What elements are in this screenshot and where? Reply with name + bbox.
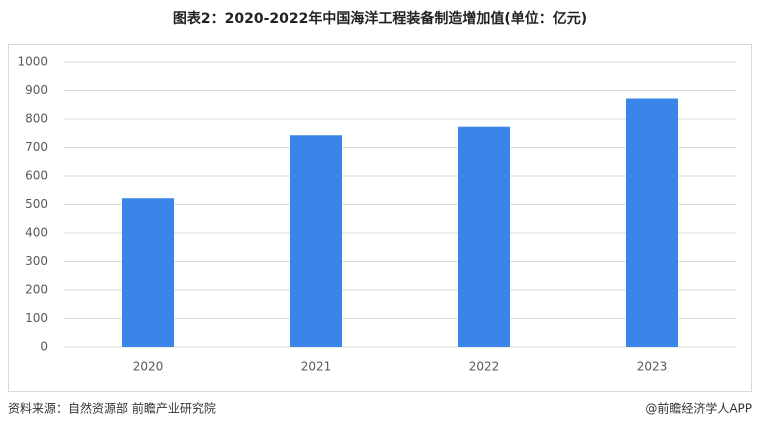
y-tick-label: 800 [25,112,48,126]
bar [122,198,174,347]
y-tick-label: 400 [25,226,48,240]
y-tick-label: 100 [25,311,48,325]
y-tick-label: 0 [40,340,48,354]
y-tick-label: 200 [25,283,48,297]
bar [626,98,678,347]
y-tick-label: 900 [25,83,48,97]
x-tick-label: 2020 [133,360,164,374]
y-tick-label: 500 [25,197,48,211]
x-tick-label: 2021 [301,360,332,374]
chart-frame [8,44,752,392]
bar [458,126,510,347]
x-tick-label: 2022 [469,360,500,374]
y-tick-label: 700 [25,140,48,154]
source: 资料来源：自然资源部 前瞻产业研究院 [8,401,216,416]
y-tick-label: 1000 [17,55,48,69]
y-tick-label: 600 [25,169,48,183]
y-tick-label: 300 [25,254,48,268]
chart-title: 图表2：2020-2022年中国海洋工程装备制造增加值(单位：亿元) [173,10,587,27]
x-tick-label: 2023 [637,360,668,374]
credit: @前瞻经济学人APP [645,401,752,416]
bar [290,135,342,347]
